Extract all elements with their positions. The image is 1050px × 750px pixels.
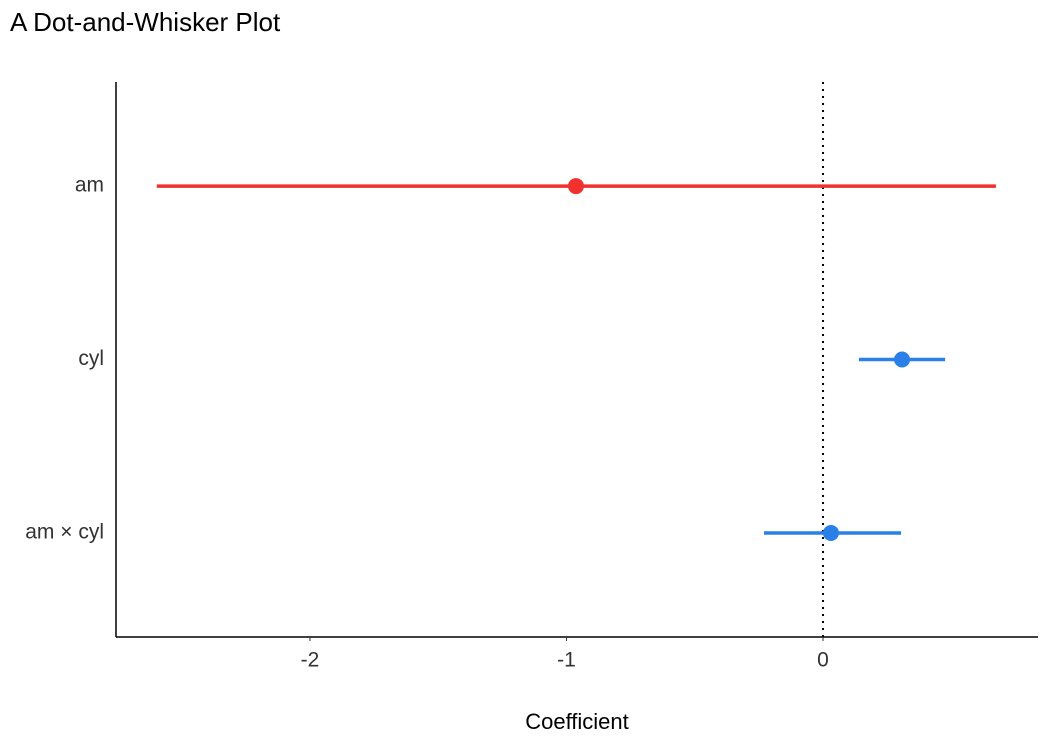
x-tick-label: -1: [557, 649, 576, 672]
chart-title: A Dot-and-Whisker Plot: [10, 7, 281, 37]
x-axis-title: Coefficient: [525, 709, 629, 734]
dot: [822, 524, 839, 541]
dot: [894, 351, 911, 368]
x-tick-label: 0: [817, 649, 829, 672]
y-tick-label: am × cyl: [25, 520, 104, 543]
dot: [567, 178, 584, 195]
x-tick-label: -2: [301, 649, 320, 672]
y-tick-label: cyl: [78, 347, 104, 370]
y-tick-label: am: [75, 174, 104, 197]
